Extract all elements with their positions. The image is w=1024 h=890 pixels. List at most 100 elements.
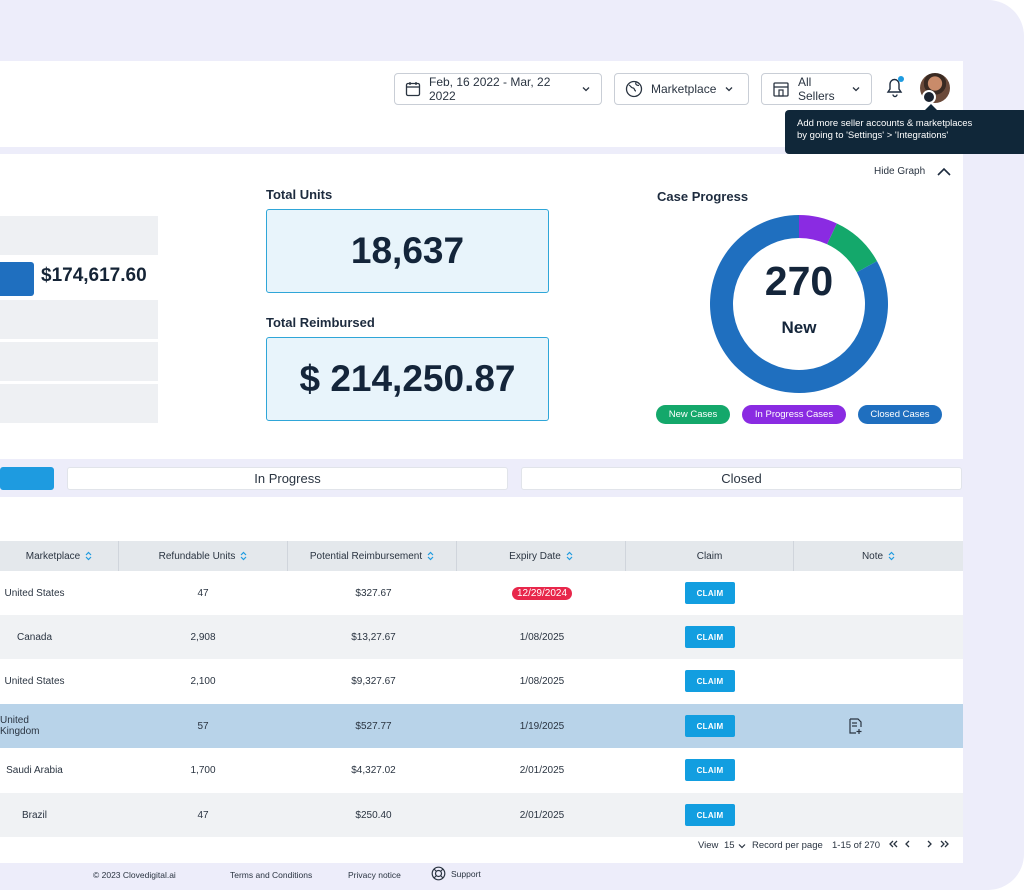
double-chevron-left-icon <box>889 840 898 848</box>
cell-units: 2,100 <box>190 675 216 687</box>
table-row[interactable]: Brazil 47 $250.40 2/01/2025 CLAIM <box>0 793 963 837</box>
add-note-icon[interactable] <box>846 717 864 735</box>
cell-reimbursement: $13,27.67 <box>351 631 396 643</box>
cell-expiry: 1/08/2025 <box>519 631 565 643</box>
cell-note <box>746 793 963 837</box>
sellers-label: All Sellers <box>798 75 835 103</box>
cell-units: 57 <box>197 720 209 732</box>
cell-expiry: 2/01/2025 <box>519 809 565 821</box>
total-reimbursed-box: $ 214,250.87 <box>266 337 549 421</box>
column-header-note[interactable]: Note <box>794 541 963 571</box>
claim-button[interactable]: CLAIM <box>685 759 735 781</box>
sort-icon <box>888 551 895 561</box>
store-icon <box>773 82 789 97</box>
claim-button[interactable]: CLAIM <box>685 582 735 604</box>
support-link[interactable]: Support <box>431 866 481 881</box>
cell-marketplace: Brazil <box>21 809 47 821</box>
cell-expiry: 1/08/2025 <box>519 675 565 687</box>
table-header: Marketplace Refundable Units Potential R… <box>0 541 963 571</box>
donut-value: 270 <box>764 258 834 304</box>
cell-marketplace: United States <box>4 675 65 687</box>
cell-marketplace: Saudi Arabia <box>6 764 63 776</box>
cell-reimbursement: $527.77 <box>355 720 392 732</box>
column-header-marketplace[interactable]: Marketplace <box>0 541 119 571</box>
chevron-right-icon <box>927 840 932 848</box>
last-page-button[interactable] <box>940 839 950 852</box>
claim-button[interactable]: CLAIM <box>685 715 735 737</box>
double-chevron-right-icon <box>940 840 949 848</box>
per-page-select[interactable]: 15 <box>724 840 746 851</box>
total-units-box: 18,637 <box>266 209 549 293</box>
page-range: 1-15 of 270 <box>832 840 881 851</box>
bar-row <box>0 342 158 381</box>
cell-units: 47 <box>197 587 209 599</box>
cell-units: 1,700 <box>190 764 216 776</box>
chevron-down-icon <box>725 87 733 92</box>
cell-note <box>746 748 963 792</box>
total-reimbursed-label: Total Reimbursed <box>266 315 375 330</box>
total-units-value: 18,637 <box>350 230 465 271</box>
prev-page-button[interactable] <box>903 839 911 852</box>
cell-note <box>746 571 963 615</box>
total-units-label: Total Units <box>266 187 333 202</box>
expired-date-badge: 12/29/2024 <box>511 586 573 600</box>
cases-table: Marketplace Refundable Units Potential R… <box>0 497 963 863</box>
chevron-down-icon <box>852 87 860 92</box>
sort-icon <box>566 551 573 561</box>
cell-expiry: 1/19/2025 <box>519 720 565 732</box>
claim-button[interactable]: CLAIM <box>685 804 735 826</box>
donut-slice-new-cases <box>827 223 877 273</box>
tab-new[interactable] <box>0 467 54 490</box>
cell-expiry: 2/01/2025 <box>519 764 565 776</box>
record-per-page-label: Record per page <box>752 840 823 851</box>
column-header-potential-reimbursement[interactable]: Potential Reimbursement <box>288 541 457 571</box>
cell-marketplace: Canada <box>16 631 53 643</box>
tab-in-progress[interactable]: In Progress <box>67 467 508 490</box>
next-page-button[interactable] <box>926 839 934 852</box>
cell-marketplace: United States <box>4 587 65 599</box>
claim-button[interactable]: CLAIM <box>685 670 735 692</box>
avatar-status-badge <box>922 90 936 104</box>
chevron-left-icon <box>905 840 910 848</box>
marketplace-label: Marketplace <box>651 82 717 96</box>
tab-closed[interactable]: Closed <box>521 467 962 490</box>
cell-units: 2,908 <box>190 631 216 643</box>
column-header-expiry-date[interactable]: Expiry Date <box>457 541 626 571</box>
chevron-up-icon[interactable] <box>936 166 952 178</box>
case-progress-title: Case Progress <box>657 189 749 204</box>
column-header-refundable-units[interactable]: Refundable Units <box>119 541 288 571</box>
first-page-button[interactable] <box>888 839 898 852</box>
sort-icon <box>427 551 434 561</box>
marketplace-dropdown[interactable]: Marketplace <box>614 73 749 105</box>
claim-button[interactable]: CLAIM <box>685 626 735 648</box>
table-row[interactable]: United States 2,100 $9,327.67 1/08/2025 … <box>0 659 963 703</box>
table-row-selected[interactable]: United Kingdom 57 $527.77 1/19/2025 CLAI… <box>0 704 963 748</box>
integrations-tooltip: Add more seller accounts & marketplaces … <box>785 104 1024 154</box>
legend-new-cases: New Cases <box>656 405 730 424</box>
column-header-claim: Claim <box>626 541 794 571</box>
bar-row <box>0 384 158 423</box>
date-range-picker[interactable]: Feb, 16 2022 - Mar, 22 2022 <box>394 73 602 105</box>
tooltip-line-1: Add more seller accounts & marketplaces <box>797 118 973 129</box>
cell-note <box>746 659 963 703</box>
donut-slice-in-progress-cases <box>799 215 837 245</box>
tooltip-line-2: by going to 'Settings' > 'Integrations' <box>797 130 949 141</box>
donut-label: New <box>781 318 817 337</box>
bell-icon[interactable] <box>884 75 906 99</box>
total-reimbursed-value: $ 214,250.87 <box>299 358 516 399</box>
terms-link[interactable]: Terms and Conditions <box>230 870 313 880</box>
privacy-link[interactable]: Privacy notice <box>348 870 401 880</box>
legend-in-progress-cases: In Progress Cases <box>742 405 846 424</box>
globe-icon <box>625 80 643 98</box>
cell-reimbursement: $327.67 <box>355 587 392 599</box>
table-row[interactable]: Saudi Arabia 1,700 $4,327.02 2/01/2025 C… <box>0 748 963 792</box>
copyright: © 2023 Clovedigital.ai <box>93 870 176 880</box>
table-row[interactable]: Canada 2,908 $13,27.67 1/08/2025 CLAIM <box>0 615 963 659</box>
cell-reimbursement: $9,327.67 <box>351 675 396 687</box>
table-row[interactable]: United States 47 $327.67 12/29/2024 CLAI… <box>0 571 963 615</box>
cell-units: 47 <box>197 809 209 821</box>
chevron-down-icon <box>738 843 746 848</box>
hide-graph-link[interactable]: Hide Graph <box>874 166 926 177</box>
sellers-dropdown[interactable]: All Sellers <box>761 73 872 105</box>
